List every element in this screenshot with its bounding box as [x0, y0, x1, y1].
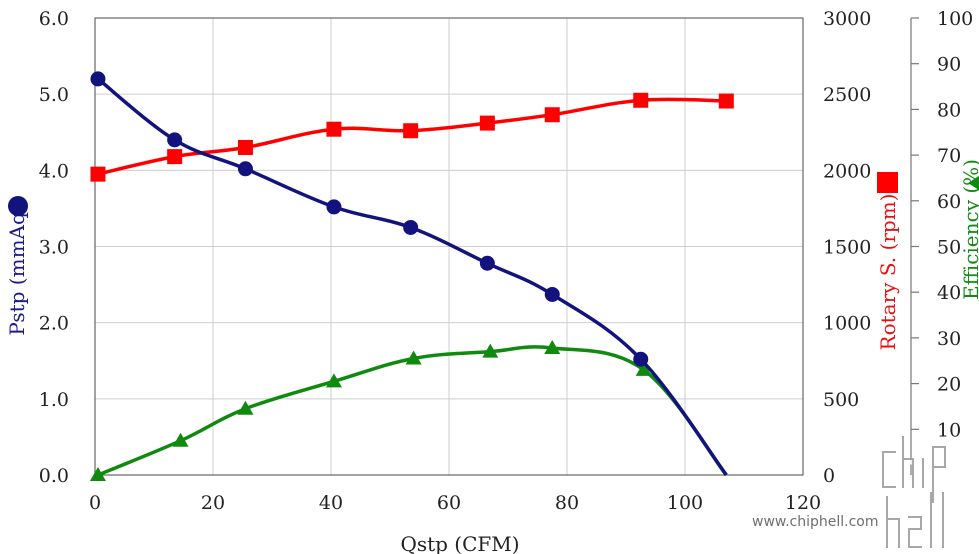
efficiency-tick-label: 30 [937, 328, 961, 350]
grid-lines [95, 18, 803, 475]
rotary-s-point [90, 166, 106, 182]
efficiency-axis-triangle-marker [968, 175, 979, 191]
efficiency-axis-title: Efficiency (%) [959, 159, 979, 300]
rpm-tick-label: 2000 [823, 160, 871, 182]
pstp-point [167, 132, 183, 148]
chiphell-logo-shadow-icon [882, 436, 946, 548]
left-tick-label: 0.0 [39, 465, 69, 487]
efficiency-line [97, 345, 728, 477]
rpm-tick-label: 2500 [823, 84, 871, 106]
left-tick-label: 1.0 [39, 389, 69, 411]
pstp-series [90, 71, 728, 477]
rpm-axis-square-marker [877, 172, 898, 193]
left-axis-circle-marker [8, 196, 28, 216]
rpm-axis-tick-labels: 0 500 1000 1500 2000 2500 3000 [823, 8, 871, 487]
rpm-tick-label: 1000 [823, 313, 871, 335]
efficiency-tick-label: 70 [937, 145, 961, 167]
efficiency-tick-label: 100 [937, 8, 973, 30]
pstp-point [544, 286, 560, 302]
plot-area-frame [94, 17, 804, 476]
left-tick-label: 4.0 [39, 160, 69, 182]
efficiency-point [635, 361, 652, 376]
x-tick-label: 80 [555, 492, 579, 514]
efficiency-series [89, 339, 728, 481]
pstp-point [479, 255, 495, 271]
efficiency-point [405, 350, 422, 365]
rpm-tick-label: 3000 [823, 8, 871, 30]
efficiency-tick-label: 60 [937, 191, 961, 213]
svg-text:Efficiency (%): Efficiency (%) [959, 159, 979, 300]
pstp-point [90, 71, 106, 87]
svg-text:Rotary S. (rpm): Rotary S. (rpm) [876, 194, 900, 351]
efficiency-tick-label: 10 [937, 419, 961, 441]
rotary-s-series [90, 92, 734, 182]
left-axis-tick-labels: 0.0 1.0 2.0 3.0 4.0 5.0 6.0 [39, 8, 69, 487]
efficiency-tick-label: 90 [937, 54, 961, 76]
rotary-s-point [544, 107, 560, 123]
efficiency-tick-label: 40 [937, 282, 961, 304]
x-tick-label: 0 [89, 492, 101, 514]
rpm-tick-label: 0 [823, 465, 835, 487]
rotary-s-point [403, 123, 419, 139]
chiphell-logo-icon [883, 437, 951, 553]
pstp-point [403, 219, 419, 235]
rpm-axis-title: Rotary S. (rpm) [876, 172, 900, 350]
x-tick-label: 20 [201, 492, 225, 514]
efficiency-tick-label: 80 [937, 99, 961, 121]
left-tick-label: 2.0 [39, 313, 69, 335]
series-layer [89, 71, 734, 481]
left-axis-title: Pstp (mmAq) [5, 196, 29, 336]
x-tick-label: 120 [785, 492, 821, 514]
x-tick-label: 100 [667, 492, 703, 514]
chiphell-watermark: www.chiphell.com [752, 436, 951, 553]
efficiency-point [482, 343, 499, 358]
left-tick-label: 3.0 [39, 237, 69, 259]
efficiency-point [89, 467, 106, 481]
pstp-point [633, 351, 649, 367]
rotary-s-point [718, 93, 734, 109]
efficiency-point [325, 373, 342, 388]
left-tick-label: 6.0 [39, 8, 69, 30]
pstp-point [237, 161, 253, 177]
rotary-s-point [326, 121, 342, 137]
pstp-line [96, 77, 728, 477]
rotary-s-point [479, 115, 495, 131]
rpm-tick-label: 1500 [823, 237, 871, 259]
rotary-s-point [633, 92, 649, 108]
left-tick-label: 5.0 [39, 84, 69, 106]
efficiency-point [544, 339, 561, 354]
rpm-tick-label: 500 [823, 389, 859, 411]
efficiency-axis-tick-labels: 10 20 30 40 50 60 70 80 90 100 [911, 8, 973, 441]
efficiency-point [237, 400, 254, 415]
x-tick-label: 60 [437, 492, 461, 514]
x-tick-label: 40 [319, 492, 343, 514]
x-axis-tick-labels: 0 20 40 60 80 100 120 [89, 492, 821, 514]
efficiency-tick-label: 50 [937, 237, 961, 259]
rotary-s-point [167, 149, 183, 165]
efficiency-tick-label: 20 [937, 374, 961, 396]
svg-text:Pstp (mmAq): Pstp (mmAq) [5, 204, 29, 335]
pstp-point [326, 199, 342, 215]
watermark-url: www.chiphell.com [752, 514, 878, 530]
rotary-s-point [237, 139, 253, 155]
x-axis-title: Qstp (CFM) [400, 532, 519, 554]
efficiency-point [172, 432, 189, 447]
